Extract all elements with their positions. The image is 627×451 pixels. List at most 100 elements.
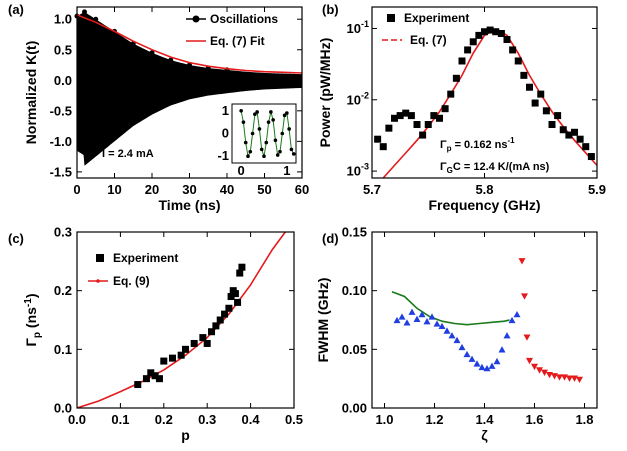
y-axis-label: Normalized K(t) bbox=[23, 41, 39, 144]
data-point bbox=[441, 105, 449, 113]
inset-point bbox=[273, 138, 278, 143]
x-tick-label: 0.0 bbox=[68, 412, 86, 427]
x-tick-label: 5.8 bbox=[475, 182, 493, 197]
x-axis-label: Frequency (GHz) bbox=[428, 197, 540, 213]
y-tick-label: 0.00 bbox=[342, 401, 367, 416]
oscillation-band bbox=[77, 11, 302, 166]
gamma-g-annotation: ΓGC = 12.4 K/(mA ns) bbox=[440, 161, 550, 175]
legend-oscillations-marker bbox=[192, 15, 200, 23]
blue-triangle-point bbox=[468, 355, 476, 362]
inset-point bbox=[271, 118, 275, 122]
inset-point bbox=[259, 147, 264, 152]
blue-triangle-point bbox=[443, 327, 451, 334]
red-triangle-point bbox=[566, 375, 573, 382]
inset-point bbox=[285, 111, 289, 115]
data-point bbox=[447, 90, 455, 98]
inset-x-tick: 0 bbox=[238, 163, 245, 178]
y-tick-label: 10-1 bbox=[347, 19, 369, 36]
x-tick-label: 5.9 bbox=[588, 182, 606, 197]
x-axis-label: Time (ns) bbox=[159, 197, 221, 213]
red-triangle-point bbox=[556, 374, 563, 381]
data-point bbox=[509, 46, 517, 54]
oscillation-marker bbox=[187, 62, 192, 68]
x-tick-label: 1.6 bbox=[525, 412, 543, 427]
y-tick-label: -1.5 bbox=[50, 164, 72, 179]
inset-point bbox=[262, 154, 266, 158]
data-point bbox=[571, 128, 578, 136]
data-point bbox=[419, 131, 427, 139]
legend-experiment-label: Experiment bbox=[404, 11, 469, 25]
y-tick-label: 0.5 bbox=[54, 42, 72, 57]
x-tick-label: 0.5 bbox=[285, 412, 303, 427]
data-point bbox=[402, 109, 410, 117]
data-point bbox=[182, 345, 189, 353]
blue-triangle-point bbox=[458, 343, 466, 351]
blue-triangle-point bbox=[448, 332, 456, 339]
inset-y-tick: 0 bbox=[222, 126, 229, 141]
y-axis-label: Power (pW/MHz) bbox=[317, 38, 333, 148]
oscillation-marker bbox=[93, 16, 99, 22]
blue-triangle-point bbox=[488, 362, 496, 369]
x-tick-label: 10 bbox=[107, 182, 121, 197]
blue-triangle-point bbox=[453, 336, 461, 344]
x-tick-label: 0.1 bbox=[111, 412, 129, 427]
data-point bbox=[464, 46, 472, 54]
x-tick-label: 1.4 bbox=[475, 412, 494, 427]
x-tick-label: 1.0 bbox=[375, 412, 393, 427]
current-annotation: I = 2.4 mA bbox=[102, 148, 154, 160]
red-triangle-point bbox=[551, 373, 558, 380]
legend-fit-label: Eq. (7) Fit bbox=[210, 34, 265, 48]
data-point bbox=[374, 135, 382, 143]
data-point bbox=[514, 57, 522, 65]
blue-triangle-point bbox=[428, 313, 436, 320]
x-tick-label: 1.8 bbox=[575, 412, 593, 427]
data-point bbox=[436, 114, 443, 122]
data-point bbox=[231, 290, 239, 298]
data-point bbox=[497, 30, 505, 38]
data-point bbox=[221, 310, 229, 318]
red-triangle-point bbox=[546, 371, 553, 379]
x-tick-label: 0.2 bbox=[155, 412, 173, 427]
gamma-p-annotation: Γp = 0.162 ns-1 bbox=[440, 136, 515, 153]
data-point bbox=[134, 381, 142, 389]
panel-letter: (b) bbox=[322, 2, 339, 17]
blue-triangle-point bbox=[473, 360, 481, 367]
legend-fit-label: Eq. (7) bbox=[410, 33, 447, 47]
legend-experiment-marker bbox=[387, 14, 395, 22]
data-point bbox=[576, 135, 584, 143]
plot-frame bbox=[371, 231, 598, 409]
red-triangle-point bbox=[576, 376, 583, 383]
data-point bbox=[168, 354, 176, 362]
blue-triangle-point bbox=[408, 308, 416, 315]
data-point bbox=[458, 57, 466, 65]
y-tick-label: -1.0 bbox=[50, 134, 72, 149]
blue-triangle-point bbox=[513, 310, 521, 318]
inset-point bbox=[246, 154, 250, 158]
oscillation-marker bbox=[168, 57, 174, 63]
data-point bbox=[212, 322, 220, 330]
data-point bbox=[385, 124, 393, 132]
green-line bbox=[391, 291, 510, 326]
blue-triangle-point bbox=[418, 310, 426, 318]
fit-line bbox=[382, 28, 598, 179]
data-point bbox=[238, 263, 246, 271]
blue-triangle-point bbox=[393, 316, 401, 324]
data-point bbox=[430, 112, 438, 120]
data-point bbox=[147, 369, 155, 377]
data-point bbox=[225, 304, 233, 312]
y-tick-label: 0.1 bbox=[54, 342, 72, 357]
y-tick-label: 0.05 bbox=[342, 342, 367, 357]
x-tick-label: 0.3 bbox=[198, 412, 216, 427]
y-tick-label: 0.0 bbox=[54, 401, 72, 416]
y-axis-label: Γp (ns-1) bbox=[23, 294, 43, 347]
red-triangle-point bbox=[541, 369, 548, 376]
inset-point bbox=[239, 109, 243, 113]
blue-triangle-point bbox=[433, 320, 441, 327]
inset-point bbox=[243, 140, 248, 145]
oscillation-marker bbox=[82, 9, 87, 15]
panel-d: 1.0 1.2 1.4 1.6 1.8 0.00 0.05 0.10 0.15 ζ FWHM (GH… bbox=[315, 225, 598, 443]
data-point bbox=[587, 153, 595, 161]
legend-oscillations-label: Oscillations bbox=[210, 12, 278, 26]
